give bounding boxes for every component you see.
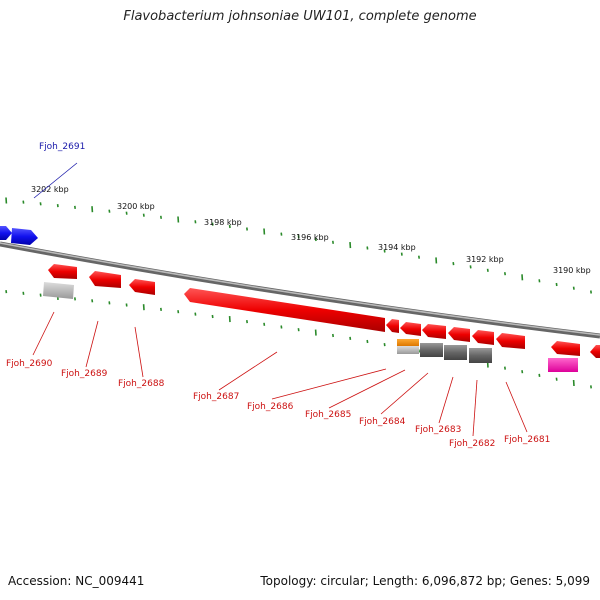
gene-label-fjoh-2684[interactable]: Fjoh_2684 bbox=[359, 417, 406, 427]
gene-fjoh-2681[interactable] bbox=[496, 333, 525, 349]
gene-fjoh-2689[interactable] bbox=[89, 271, 121, 288]
genome-summary-text: Topology: circular; Length: 6,096,872 bp… bbox=[260, 574, 590, 588]
tick-label-3202: 3202 kbp bbox=[31, 185, 69, 194]
tick-label-3192: 3192 kbp bbox=[466, 255, 504, 264]
tick-label-3200: 3200 kbp bbox=[117, 202, 155, 211]
accession-text: Accession: NC_009441 bbox=[8, 574, 145, 588]
gene-label-fjoh-2687[interactable]: Fjoh_2687 bbox=[193, 392, 239, 402]
gene-reverse-right-2[interactable] bbox=[590, 345, 600, 358]
gene-fjoh-2686[interactable] bbox=[386, 319, 399, 333]
gene-label-fjoh-2690[interactable]: Fjoh_2690 bbox=[6, 359, 53, 369]
gene-label-fjoh-2682[interactable]: Fjoh_2682 bbox=[449, 439, 495, 449]
gene-fjoh-2683[interactable] bbox=[444, 327, 470, 360]
gene-fjoh-2688[interactable] bbox=[129, 279, 155, 295]
tick-label-3190: 3190 kbp bbox=[553, 266, 591, 275]
gene-forward-left[interactable] bbox=[0, 226, 12, 240]
map-title: Flavobacterium johnsoniae UW101, complet… bbox=[123, 9, 477, 24]
gene-label-fjoh-2683[interactable]: Fjoh_2683 bbox=[415, 425, 461, 435]
tick-label-3196: 3196 kbp bbox=[291, 233, 329, 242]
gene-fjoh-2684[interactable] bbox=[420, 324, 446, 357]
gene-fjoh-2682[interactable] bbox=[469, 330, 494, 363]
gene-label-fjoh-2681[interactable]: Fjoh_2681 bbox=[504, 435, 550, 445]
genome-backbone bbox=[0, 241, 600, 339]
label-leaders bbox=[32, 162, 528, 437]
gene-fjoh-2691[interactable] bbox=[11, 228, 38, 245]
gene-label-fjoh-2688[interactable]: Fjoh_2688 bbox=[118, 379, 165, 389]
gene-label-fjoh-2685[interactable]: Fjoh_2685 bbox=[305, 410, 351, 420]
gene-label-fjoh-2691[interactable]: Fjoh_2691 bbox=[39, 142, 85, 152]
gene-fjoh-2690[interactable] bbox=[43, 264, 77, 299]
gene-reverse-right-1[interactable] bbox=[548, 341, 580, 372]
gene-fjoh-2687[interactable] bbox=[184, 288, 385, 332]
gene-fjoh-2685[interactable] bbox=[397, 322, 421, 354]
gene-label-fjoh-2686[interactable]: Fjoh_2686 bbox=[247, 402, 294, 412]
tick-label-3198: 3198 kbp bbox=[204, 218, 242, 227]
tick-label-3194: 3194 kbp bbox=[378, 243, 416, 252]
gene-label-fjoh-2689[interactable]: Fjoh_2689 bbox=[61, 369, 108, 379]
tick-row-upper bbox=[5, 197, 592, 294]
